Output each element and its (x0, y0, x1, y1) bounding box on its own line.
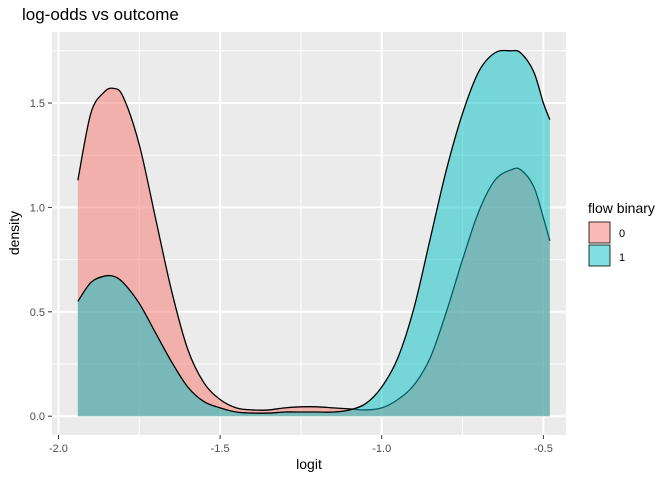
y-tick-label: 0.0 (30, 411, 45, 423)
x-axis: -2.0 -1.5 -1.0 -0.5 (49, 435, 553, 455)
y-tick-label: 0.5 (30, 307, 45, 319)
x-tick-label: -0.5 (534, 443, 553, 455)
density-area-1 (77, 50, 550, 417)
chart-title: log-odds vs outcome (22, 5, 179, 24)
y-axis-title: density (6, 211, 22, 255)
legend-title: flow binary (588, 200, 655, 216)
legend-key-0 (588, 221, 611, 244)
legend-label-0: 0 (619, 228, 625, 240)
x-tick-label: -2.0 (49, 443, 68, 455)
density-line-1 (77, 49, 551, 414)
legend: flow binary 0 1 (588, 200, 655, 267)
x-axis-title: logit (296, 456, 322, 472)
x-tick-label: -1.0 (372, 443, 391, 455)
series-layer (77, 49, 551, 417)
legend-label-1: 1 (619, 252, 625, 264)
y-tick-label: 1.5 (30, 98, 45, 110)
y-axis: 0.0 0.5 1.0 1.5 (30, 98, 52, 423)
y-tick-label: 1.0 (30, 202, 45, 214)
x-tick-label: -1.5 (211, 443, 230, 455)
legend-key-1 (588, 244, 611, 267)
